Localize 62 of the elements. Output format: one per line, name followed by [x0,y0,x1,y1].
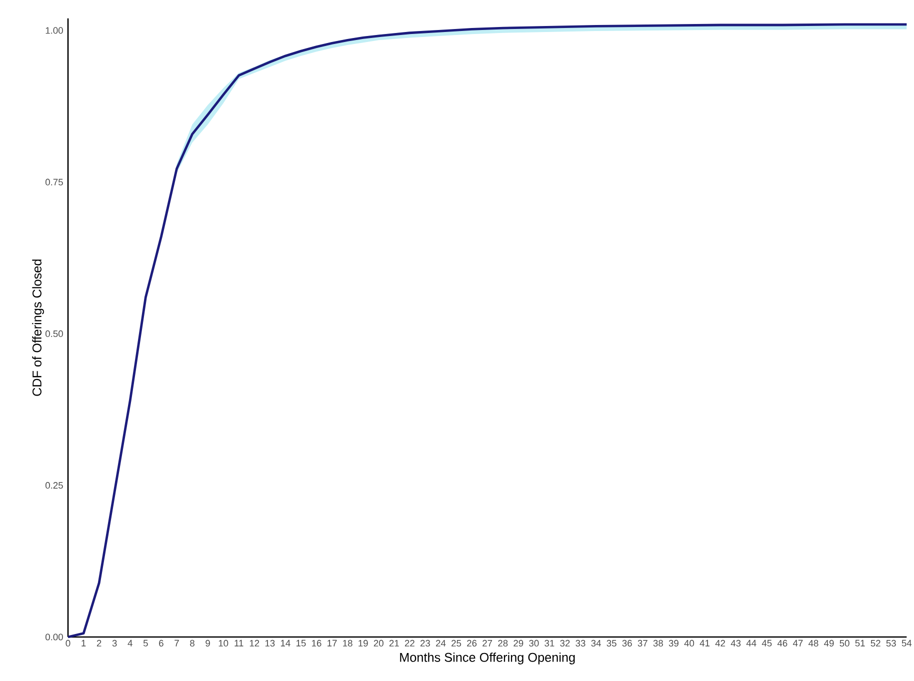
x-tick-label: 38 [653,640,663,647]
x-tick-label: 54 [902,640,912,646]
x-tick-label: 6 [159,640,164,647]
x-tick-label: 22 [404,640,414,646]
x-tick-label: 42 [715,640,726,646]
y-tick-label: 0.25 [45,482,63,489]
x-tick-label: 28 [498,640,508,647]
x-tick-label: 47 [792,640,803,646]
x-tick-label: 1 [82,640,86,646]
x-tick-label: 43 [730,640,741,647]
x-tick-label: 12 [250,640,260,646]
x-tick-label: 24 [436,640,446,646]
x-tick-label: 31 [544,640,554,647]
x-tick-label: 25 [452,640,462,647]
x-tick-label: 2 [96,640,102,646]
x-tick-label: 53 [886,640,896,647]
y-axis-title: CDF of Offerings Closed [32,260,44,396]
x-tick-label: 14 [280,640,290,646]
x-axis-title: Months Since Offering Opening [400,652,575,664]
x-tick-label: 17 [328,640,337,646]
x-tick-label: 19 [358,640,368,647]
x-tick-label: 10 [218,640,228,647]
x-tick-label: 51 [855,640,865,646]
x-tick-label: 9 [206,640,210,647]
x-tick-label: 32 [560,640,570,647]
x-tick-label: 8 [190,640,194,647]
x-tick-label: 30 [529,640,539,647]
x-tick-label: 49 [824,640,834,647]
x-tick-label: 44 [746,640,756,646]
y-tick-label: 1.00 [46,27,63,34]
x-tick-label: 46 [777,640,788,647]
x-tick-label: 34 [591,640,601,647]
x-tick-label: 0 [66,640,70,647]
x-tick-label: 48 [808,640,818,647]
x-tick-label: 4 [128,640,132,646]
x-tick-label: 36 [622,640,632,647]
y-tick-label: 0.00 [45,634,63,640]
x-tick-label: 26 [467,640,477,647]
x-tick-label: 3 [112,640,117,647]
x-tick-label: 18 [343,640,352,647]
x-tick-label: 39 [668,640,678,647]
x-tick-label: 16 [312,640,322,647]
x-tick-label: 23 [420,640,430,647]
x-tick-label: 21 [389,640,399,646]
y-tick-label: 0.50 [45,330,63,338]
y-tick-label: 0.75 [45,178,63,186]
x-tick-label: 41 [700,640,710,646]
x-tick-label: 45 [762,640,772,646]
x-tick-label: 37 [638,640,648,647]
x-tick-label: 52 [870,640,880,647]
x-tick-label: 20 [374,640,384,647]
x-tick-label: 35 [606,640,616,647]
x-tick-label: 5 [143,640,148,646]
x-tick-label: 29 [514,640,524,647]
x-tick-label: 15 [296,640,306,646]
x-tick-label: 40 [684,640,694,647]
x-tick-label: 33 [576,640,586,647]
x-tick-label: 11 [234,640,244,646]
x-tick-label: 27 [482,640,492,646]
x-tick-label: 13 [265,640,275,647]
x-tick-label: 50 [840,640,850,647]
x-tick-label: 7 [174,640,179,646]
